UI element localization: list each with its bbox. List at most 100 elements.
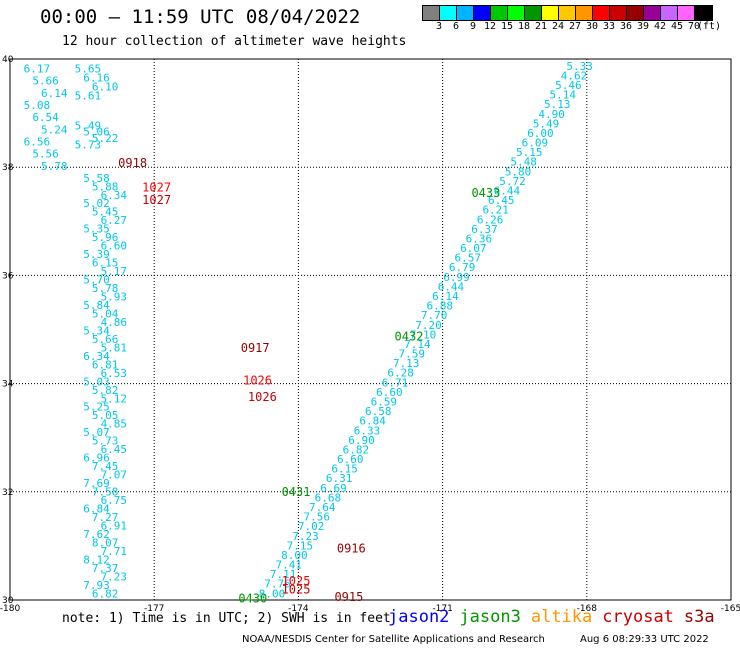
- y-tick-label: 40: [2, 55, 14, 65]
- color-scale-swatch: [576, 6, 593, 20]
- wave-height-value: 5.14: [550, 89, 577, 102]
- wave-height-value: 5.73: [92, 435, 119, 448]
- color-scale-label: 33: [602, 21, 616, 32]
- y-tick-label: 34: [2, 380, 14, 390]
- wave-height-value: 6.44: [438, 280, 465, 293]
- wave-height-value: 6.84: [83, 503, 110, 516]
- color-scale-swatch: [593, 6, 610, 20]
- wave-height-value: 5.13: [544, 98, 571, 111]
- grid-lines: [10, 59, 731, 600]
- y-tick-label: 30: [2, 596, 14, 606]
- wave-height-value: 5.03: [83, 375, 110, 388]
- chart-subtitle: 12 hour collection of altimeter wave hei…: [62, 34, 407, 49]
- wave-height-value: 6.82: [343, 443, 370, 456]
- pass-time-label: 1026: [248, 390, 277, 404]
- wave-height-value: 5.39: [83, 248, 110, 261]
- color-scale-swatch: [559, 6, 576, 20]
- pass-time-label: 1026: [243, 374, 272, 388]
- wave-height-value: 5.72: [499, 175, 526, 188]
- wave-height-value: 6.36: [466, 232, 493, 245]
- y-tick-label: 38: [2, 163, 14, 173]
- wave-height-map: -180 -177 -174 -171 -168 -165 30 32 34 36 38 40 6.1…: [0, 55, 740, 614]
- wave-height-value: 6.44: [494, 184, 521, 197]
- wave-height-value: 7.45: [92, 460, 119, 473]
- wave-height-value: 6.54: [32, 111, 59, 124]
- color-scale-label: (ft): [696, 21, 722, 32]
- wave-height-value: 4.86: [101, 316, 128, 329]
- pass-time-label: 0915: [334, 590, 363, 604]
- pass-time-label: 0916: [337, 541, 366, 555]
- legend-item-cryosat: cryosat: [602, 607, 674, 627]
- wave-height-value: 6.81: [92, 358, 119, 371]
- wave-height-value: 7.93: [83, 579, 110, 592]
- wave-height-value: 7.37: [92, 562, 119, 575]
- wave-height-value: 5.80: [505, 165, 532, 178]
- wave-height-value: 5.66: [92, 333, 119, 346]
- color-scale-swatch: [457, 6, 474, 20]
- wave-height-value: 6.14: [41, 87, 68, 100]
- wave-height-value: 6.45: [488, 194, 515, 207]
- wave-height-value: 6.71: [382, 376, 409, 389]
- color-scale-label: 21: [534, 21, 548, 32]
- color-scale-label: 30: [585, 21, 599, 32]
- wave-height-value: 7.56: [303, 511, 330, 524]
- pass-time-label: 0917: [241, 341, 270, 355]
- pass-time-label: 1025: [282, 583, 311, 597]
- color-scale-swatch: [423, 6, 440, 20]
- color-scale-swatch: [661, 6, 678, 20]
- wave-height-value: 5.45: [92, 206, 119, 219]
- wave-height-value: 7.76: [264, 578, 291, 591]
- wave-height-value: 5.24: [41, 123, 68, 136]
- color-scale-label: 15: [500, 21, 514, 32]
- wave-height-value: 6.57: [454, 252, 481, 265]
- color-scale-swatch: [627, 6, 644, 20]
- wave-height-value: 6.75: [101, 494, 128, 507]
- wave-height-value: 5.15: [516, 146, 543, 159]
- wave-height-value: 6.60: [337, 453, 364, 466]
- wave-height-value: 7.71: [101, 545, 128, 558]
- wave-height-value: 8.00: [259, 587, 286, 600]
- legend-item-jason2: jason2: [388, 607, 450, 627]
- color-scale-swatch: [644, 6, 661, 20]
- wave-height-points: 6.175.666.145.086.545.246.565.565.785.65…: [24, 60, 593, 600]
- wave-height-value: 5.70: [83, 274, 110, 287]
- wave-height-value: 7.11: [270, 568, 297, 581]
- legend-item-altika: altika: [530, 607, 593, 627]
- wave-height-value: 5.49: [533, 117, 560, 130]
- x-tick-label: -165: [721, 604, 740, 614]
- wave-height-value: 6.59: [371, 395, 398, 408]
- wave-height-value: 6.27: [101, 214, 128, 227]
- wave-height-value: 6.15: [92, 257, 119, 270]
- color-scale-label: 36: [619, 21, 633, 32]
- color-scale-swatch: [440, 6, 457, 20]
- wave-height-value: 5.08: [24, 99, 51, 112]
- wave-height-value: 5.35: [83, 223, 110, 236]
- wave-height-value: 5.25: [83, 401, 110, 414]
- wave-height-value: 7.15: [287, 539, 314, 552]
- x-tick-label: -174: [288, 604, 309, 614]
- wave-height-value: 6.10: [92, 81, 119, 94]
- wave-height-value: 7.70: [421, 309, 448, 322]
- color-scale-label: 39: [636, 21, 650, 32]
- y-tick-label: 32: [2, 488, 13, 498]
- color-scale-label: 9: [469, 21, 477, 32]
- wave-height-value: 5.17: [101, 265, 128, 278]
- wave-height-value: 5.78: [41, 160, 68, 173]
- wave-height-value: 6.91: [101, 519, 128, 532]
- color-scale-label: 45: [670, 21, 684, 32]
- wave-height-value: 7.07: [101, 469, 128, 482]
- wave-height-value: 6.33: [354, 424, 381, 437]
- wave-height-value: 5.65: [75, 63, 102, 76]
- x-tick-label: -168: [577, 604, 598, 614]
- color-scale-label: 6: [452, 21, 460, 32]
- wave-height-value: 7.69: [83, 477, 110, 490]
- pass-time-label: 1027: [142, 181, 171, 195]
- wave-height-value: 7.20: [415, 319, 442, 332]
- wave-height-value: 5.73: [75, 138, 102, 151]
- pass-time-label: 0431: [282, 485, 311, 499]
- wave-height-value: 6.16: [83, 72, 110, 85]
- wave-height-value: 6.28: [387, 367, 414, 380]
- wave-height-value: 4.85: [101, 418, 128, 431]
- color-scale-label: 24: [551, 21, 565, 32]
- pass-time-label: 0430: [238, 592, 267, 606]
